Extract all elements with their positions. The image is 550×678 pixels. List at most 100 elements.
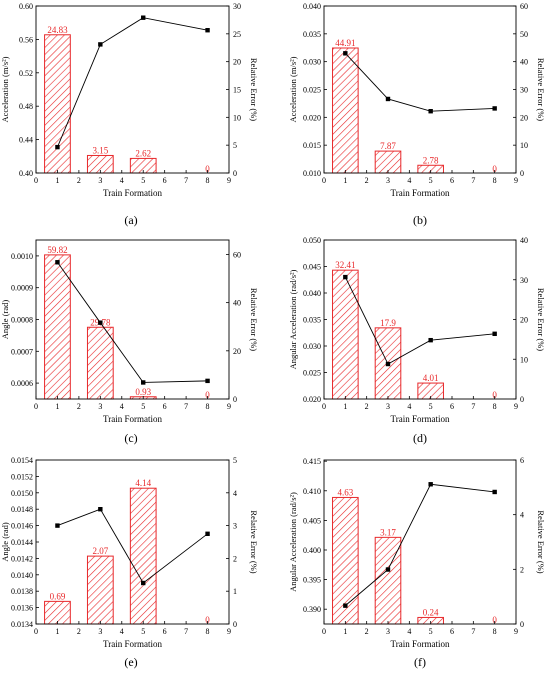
x-tick-label: 1 (343, 627, 347, 636)
bar-label: 0 (492, 390, 497, 400)
data-point (98, 42, 103, 47)
y-tick-label: 0.390 (303, 605, 321, 614)
data-point (55, 260, 60, 265)
y-tick-label: 0.015 (303, 141, 321, 150)
x-tick-label: 6 (163, 176, 167, 185)
y-tick-label: 0.48 (19, 102, 33, 111)
y-tick-label: 0.0142 (11, 554, 33, 563)
x-tick-label: 4 (407, 176, 411, 185)
y-tick-label: 0.0007 (11, 347, 33, 356)
y2-tick-label: 4 (233, 489, 237, 498)
y2-axis-label: Relative Error (%) (249, 288, 259, 351)
panel-caption: (e) (124, 655, 137, 669)
x-tick-label: 8 (493, 627, 497, 636)
bar-label: 2.62 (135, 148, 151, 158)
y2-tick-label: 2 (233, 554, 237, 563)
bar-label: 4.01 (423, 373, 439, 383)
data-point (205, 531, 210, 536)
y-tick-label: 0.0154 (11, 456, 33, 465)
bar-label: 3.15 (92, 145, 108, 155)
x-tick-label: 0 (322, 176, 326, 185)
x-tick-label: 2 (365, 627, 369, 636)
series-line (345, 53, 495, 112)
y-tick-label: 0.400 (303, 546, 321, 555)
panel-caption: (c) (124, 431, 137, 445)
x-tick-label: 0 (322, 402, 326, 411)
x-tick-label: 2 (77, 176, 81, 185)
x-tick-label: 1 (55, 627, 59, 636)
y-tick-label: 0.050 (303, 236, 321, 245)
y2-tick-label: 0 (233, 395, 237, 404)
y-tick-label: 0.40 (19, 169, 33, 178)
data-point (98, 320, 103, 325)
y-tick-label: 0.025 (303, 369, 321, 378)
y2-tick-label: 6 (520, 456, 524, 465)
x-tick-label: 5 (141, 176, 145, 185)
y2-tick-label: 30 (520, 276, 528, 285)
y-tick-label: 0.410 (303, 487, 321, 496)
x-tick-label: 0 (322, 627, 326, 636)
y-tick-label: 0.030 (303, 58, 321, 67)
data-point (141, 580, 146, 586)
data-point (205, 28, 210, 33)
x-tick-label: 2 (77, 402, 81, 411)
x-tick-label: 9 (227, 176, 231, 185)
y2-tick-label: 25 (233, 30, 241, 39)
y-tick-label: 0.60 (19, 2, 33, 11)
y2-tick-label: 5 (233, 456, 237, 465)
bar-label: 2.78 (423, 155, 439, 165)
y-tick-label: 0.045 (303, 263, 321, 272)
x-tick-label: 1 (343, 402, 347, 411)
y2-tick-label: 5 (233, 141, 237, 150)
y-axis-label: Angular Acceleration (rad/s²) (288, 269, 298, 369)
x-tick-label: 5 (429, 176, 433, 185)
data-point (492, 106, 497, 111)
x-tick-label: 4 (120, 176, 124, 185)
x-tick-label: 1 (343, 176, 347, 185)
data-point (428, 109, 433, 114)
y2-tick-label: 0 (233, 169, 237, 178)
bar-label: 4.14 (135, 478, 151, 488)
x-tick-label: 7 (184, 402, 188, 411)
x-tick-label: 9 (514, 176, 518, 185)
bar-label: 3.17 (380, 527, 396, 537)
x-tick-label: 4 (407, 402, 411, 411)
x-tick-label: 1 (55, 176, 59, 185)
bar (86, 555, 114, 625)
series-line (57, 17, 208, 148)
x-tick-label: 8 (206, 402, 210, 411)
y2-tick-label: 10 (233, 113, 241, 122)
x-tick-label: 6 (163, 627, 167, 636)
data-point (385, 567, 391, 572)
x-axis-label: Train Formation (103, 639, 162, 649)
bar (332, 269, 359, 400)
bar-label: 0 (205, 390, 210, 400)
y-tick-label: 0.020 (303, 395, 321, 404)
bar-label: 44.91 (335, 38, 355, 48)
y2-tick-label: 0 (233, 620, 237, 629)
y-tick-label: 0.52 (19, 69, 33, 78)
data-point (492, 489, 497, 495)
y2-tick-label: 1 (233, 587, 237, 596)
x-tick-label: 6 (450, 627, 454, 636)
y-axis-label: Angular Acceleration (rad/s²) (288, 492, 298, 592)
bar-label: 0 (492, 615, 497, 625)
y-tick-label: 0.0008 (11, 316, 33, 325)
data-point (428, 337, 433, 343)
y-tick-label: 0.035 (303, 30, 321, 39)
y2-tick-label: 40 (520, 58, 528, 67)
y-tick-label: 0.0134 (11, 620, 33, 629)
y-tick-label: 0.395 (303, 576, 321, 585)
y2-tick-label: 10 (520, 141, 528, 150)
bar-label: 17.9 (380, 318, 396, 328)
panel-f: 4.63 3.17 0.24 0 0 1 2 3 4 5 6 7 8 9 0.390 0.395 0.400 0.… (288, 456, 546, 669)
y2-tick-label: 50 (520, 30, 528, 39)
data-point (385, 361, 391, 367)
data-point (343, 603, 348, 608)
bar-label: 32.41 (335, 260, 355, 270)
y2-axis-label: Relative Error (%) (536, 58, 546, 121)
bar (86, 326, 114, 400)
y-axis-label: Acceleration (m/s²) (0, 56, 10, 122)
data-point (343, 274, 348, 280)
